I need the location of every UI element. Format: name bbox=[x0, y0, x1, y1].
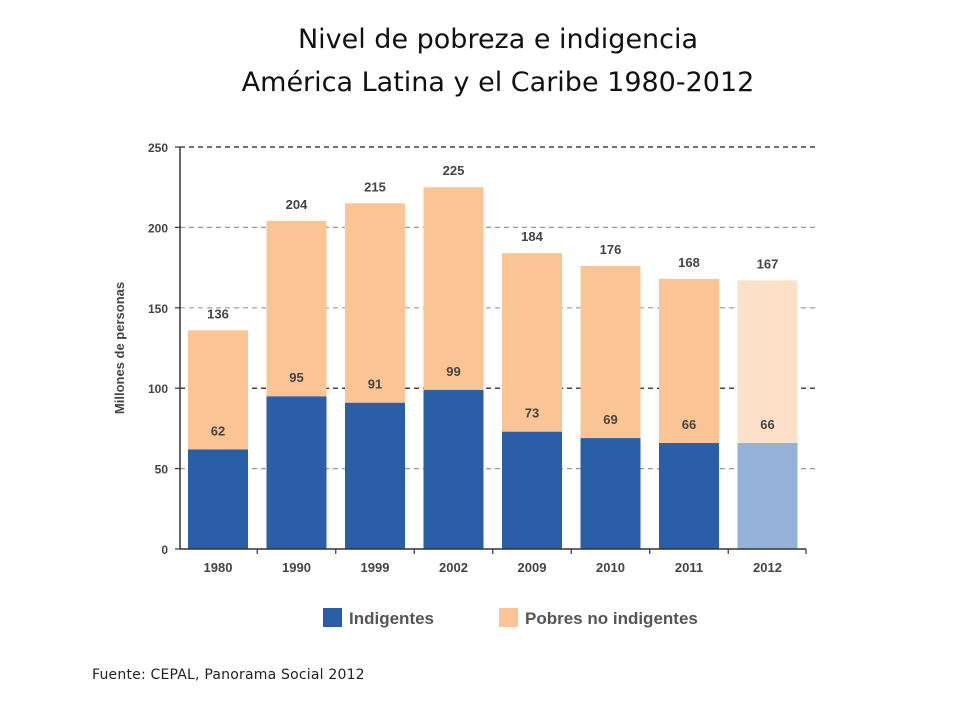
value-label-total-1999: 215 bbox=[364, 179, 386, 194]
y-tick-label: 100 bbox=[148, 382, 168, 396]
title-line-2: América Latina y el Caribe 1980-2012 bbox=[241, 67, 755, 98]
bar-pobres-no-indigentes-2012 bbox=[737, 280, 798, 443]
x-tick-label-1999: 1999 bbox=[361, 560, 390, 575]
bars bbox=[188, 187, 807, 554]
bar-pobres-no-indigentes-2009 bbox=[502, 253, 562, 432]
value-label-total-2010: 176 bbox=[600, 242, 622, 257]
value-label-indigentes-1990: 95 bbox=[289, 370, 303, 385]
value-label-total-2002: 225 bbox=[443, 163, 465, 178]
bar-indigentes-2011 bbox=[659, 442, 719, 549]
value-label-indigentes-2009: 73 bbox=[525, 406, 539, 421]
x-tick-label-1980: 1980 bbox=[204, 560, 233, 575]
bar-indigentes-1980 bbox=[188, 449, 248, 549]
y-tick-label: 200 bbox=[148, 221, 168, 235]
title-line-1: Nivel de pobreza e indigencia bbox=[297, 24, 699, 55]
x-tick-label-2012: 2012 bbox=[753, 560, 782, 575]
bar-indigentes-2009 bbox=[502, 431, 562, 549]
bar-pobres-no-indigentes-1999 bbox=[345, 203, 405, 403]
x-tick-label-2009: 2009 bbox=[518, 560, 547, 575]
value-label-indigentes-2002: 99 bbox=[446, 364, 460, 379]
value-label-total-2012: 167 bbox=[757, 256, 779, 271]
value-label-total-1990: 204 bbox=[286, 197, 308, 212]
axes bbox=[179, 147, 806, 550]
x-tick-label-1990: 1990 bbox=[282, 560, 311, 575]
legend-label-indigentes: Indigentes bbox=[349, 609, 434, 628]
y-tick-label: 250 bbox=[148, 141, 168, 155]
x-tick-label-2010: 2010 bbox=[596, 560, 625, 575]
legend: Indigentes Pobres no indigentes bbox=[323, 608, 698, 628]
bar-pobres-no-indigentes-1990 bbox=[266, 220, 327, 397]
bar-pobres-no-indigentes-2002 bbox=[423, 187, 484, 390]
bar-indigentes-2002 bbox=[423, 389, 484, 549]
y-tick-label: 50 bbox=[155, 463, 169, 477]
bar-indigentes-1999 bbox=[345, 402, 405, 549]
bar-pobres-no-indigentes-2010 bbox=[580, 265, 641, 439]
x-tick-label-2002: 2002 bbox=[439, 560, 468, 575]
slide-title: Nivel de pobreza e indigencia América La… bbox=[0, 18, 960, 104]
legend-label-pobres-no-indigentes: Pobres no indigentes bbox=[525, 609, 698, 628]
value-label-indigentes-1980: 62 bbox=[211, 423, 225, 438]
labels: 62 136 1980 95 204 1990 91 215 1999 99 225 2002 73 18… bbox=[204, 163, 782, 575]
x-tick-label-2011: 2011 bbox=[675, 560, 703, 575]
value-label-indigentes-2011: 66 bbox=[682, 417, 696, 432]
bar-indigentes-1990 bbox=[266, 396, 327, 549]
bar-indigentes-2010 bbox=[580, 438, 641, 549]
value-label-total-2011: 168 bbox=[678, 255, 700, 270]
source-note: Fuente: CEPAL, Panorama Social 2012 bbox=[92, 667, 365, 683]
bar-pobres-no-indigentes-2011 bbox=[659, 278, 719, 443]
y-axis-label: Millones de personas bbox=[112, 282, 127, 414]
value-label-total-1980: 136 bbox=[207, 306, 229, 321]
bar-pobres-no-indigentes-1980 bbox=[188, 330, 248, 450]
y-tick-label: 0 bbox=[161, 543, 168, 557]
y-tick-label: 150 bbox=[148, 302, 168, 316]
value-label-indigentes-1999: 91 bbox=[368, 377, 382, 392]
value-label-total-2009: 184 bbox=[521, 229, 543, 244]
legend-swatch-pobres-no-indigentes bbox=[499, 608, 518, 627]
gridlines: 0 50 100 150 200 250 bbox=[148, 141, 815, 557]
legend-swatch-indigentes bbox=[323, 608, 342, 627]
value-label-indigentes-2012: 66 bbox=[760, 417, 774, 432]
bar-indigentes-2012 bbox=[737, 442, 798, 549]
value-label-indigentes-2010: 69 bbox=[603, 412, 617, 427]
